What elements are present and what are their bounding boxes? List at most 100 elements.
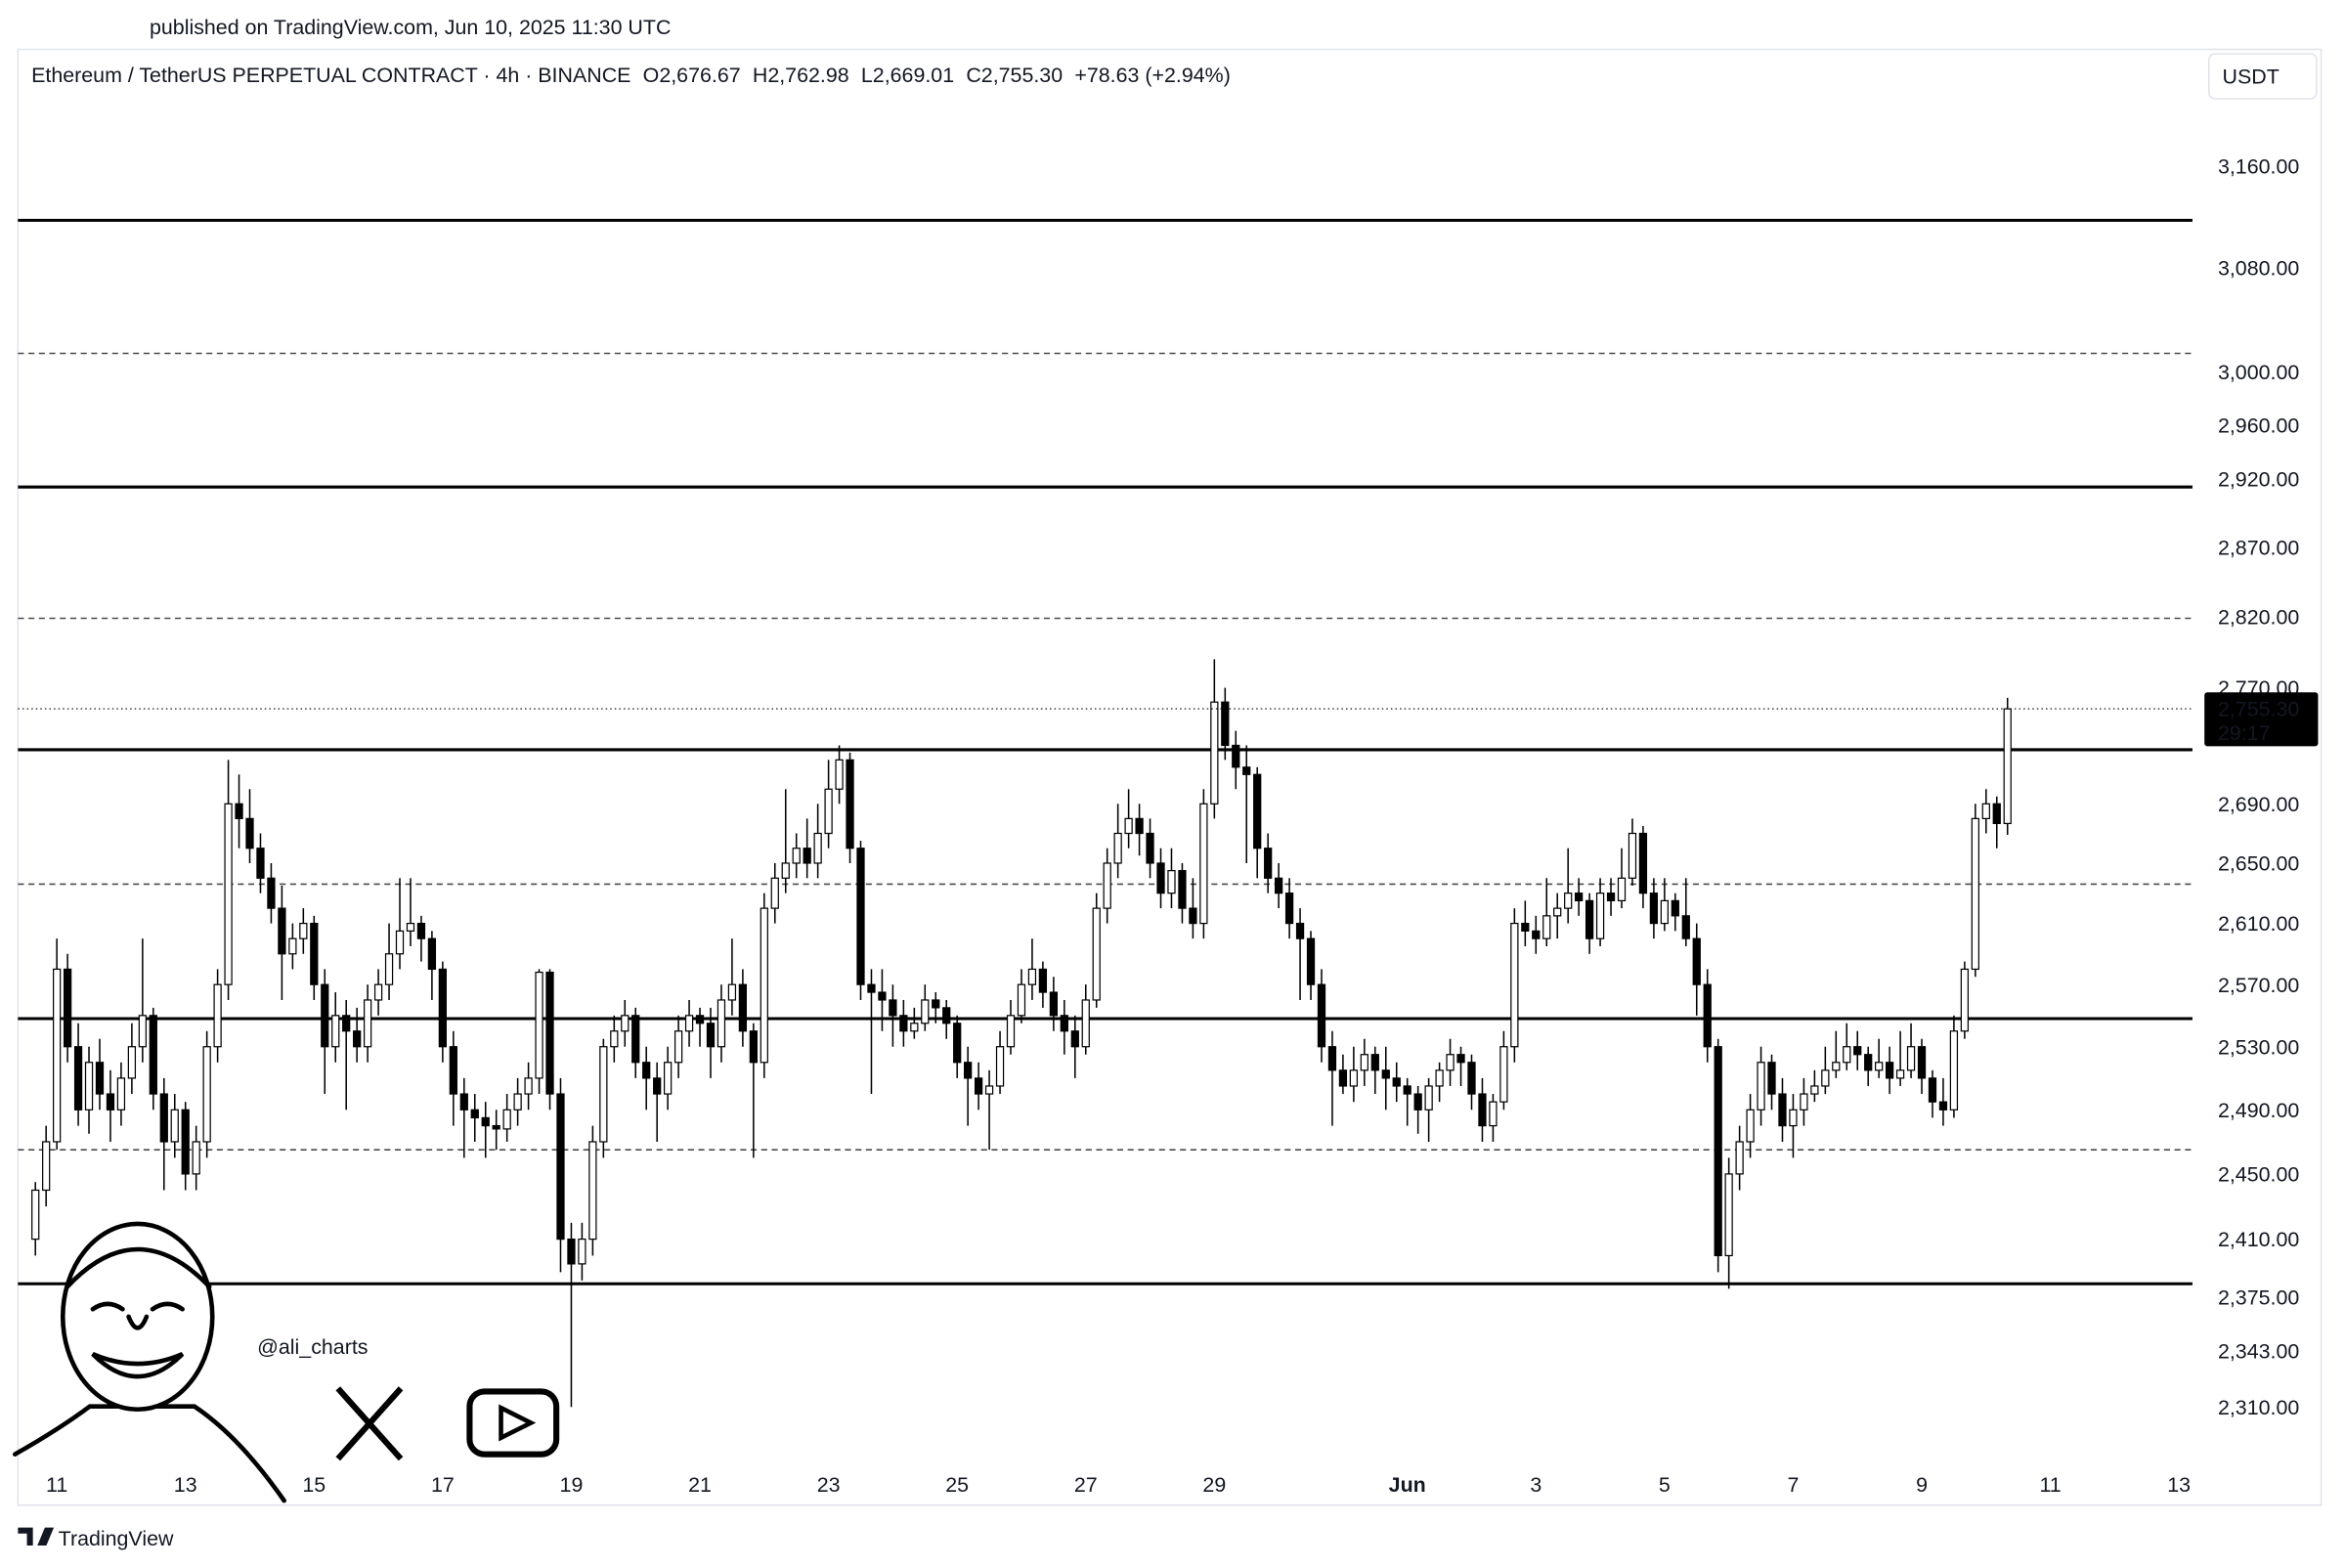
candle-body bbox=[792, 848, 801, 864]
currency-button[interactable] bbox=[2208, 53, 2318, 100]
candle-body bbox=[470, 1109, 479, 1119]
candle-body bbox=[1917, 1046, 1927, 1079]
candle-body bbox=[803, 848, 811, 864]
candle-body bbox=[438, 968, 448, 1048]
candle-body bbox=[684, 1015, 694, 1032]
x-tick-label: 25 bbox=[945, 1473, 969, 1497]
candle-body bbox=[1938, 1101, 1948, 1111]
candle-body bbox=[673, 1030, 683, 1064]
chart-header: Ethereum / TetherUS PERPETUAL CONTRACT ·… bbox=[31, 64, 1231, 87]
candle-body bbox=[427, 937, 437, 971]
y-tick-label: 2,960.00 bbox=[2218, 414, 2299, 437]
candle-body bbox=[1595, 893, 1605, 939]
candle-body bbox=[1167, 870, 1176, 894]
candle-body bbox=[245, 817, 254, 849]
candle-body bbox=[738, 983, 748, 1032]
candle-body bbox=[631, 1015, 640, 1064]
candle-body bbox=[384, 953, 394, 985]
y-tick-label: 2,650.00 bbox=[2218, 852, 2299, 876]
candle-body bbox=[760, 907, 768, 1064]
candle-body bbox=[127, 1046, 137, 1079]
candle-body bbox=[727, 983, 737, 1001]
candle-body bbox=[416, 922, 426, 939]
candle-body bbox=[974, 1077, 983, 1095]
candle-body bbox=[621, 1015, 630, 1032]
ohlc-low: L2,669.01 bbox=[861, 64, 954, 87]
candle-body bbox=[706, 1023, 716, 1048]
candle-body bbox=[1714, 1046, 1722, 1257]
candle-body bbox=[353, 1030, 362, 1048]
candle-body bbox=[116, 1077, 126, 1111]
candle-body bbox=[1349, 1069, 1359, 1087]
candle-body bbox=[1735, 1141, 1744, 1175]
plot-area: 3,160.00 3,080.00 3,000.00 2,960.00 2,920.00… bbox=[18, 154, 2299, 1497]
candle-body bbox=[406, 922, 415, 932]
candle-body bbox=[1070, 1030, 1079, 1048]
candle-body bbox=[1392, 1077, 1401, 1087]
candle-body bbox=[1895, 1069, 1905, 1079]
candle-body bbox=[1435, 1069, 1444, 1087]
brand-logo bbox=[18, 1527, 55, 1546]
y-tick-label: 2,870.00 bbox=[2218, 536, 2299, 559]
candle-body bbox=[502, 1109, 511, 1130]
candle-body bbox=[331, 1015, 340, 1048]
x-tick-label: 13 bbox=[2167, 1473, 2191, 1497]
watermark-handle: @ali_charts bbox=[257, 1335, 368, 1359]
candle-body bbox=[73, 1046, 83, 1111]
y-tick-label: 2,490.00 bbox=[2218, 1099, 2299, 1122]
candle-body bbox=[170, 1109, 179, 1143]
candle-body bbox=[878, 991, 887, 1001]
candle-body bbox=[310, 922, 319, 985]
candle-body bbox=[1767, 1062, 1776, 1095]
chart-frame bbox=[17, 48, 2323, 1506]
x-tick-label: 23 bbox=[817, 1473, 841, 1497]
candle-body bbox=[1660, 899, 1669, 925]
brand-name: TradingView bbox=[59, 1527, 174, 1550]
currency-label[interactable]: USDT bbox=[2223, 65, 2280, 89]
candle-body bbox=[1671, 899, 1679, 917]
candle-body bbox=[256, 848, 265, 879]
x-tick-label: 7 bbox=[1787, 1473, 1799, 1497]
candle-body bbox=[1156, 862, 1165, 894]
x-tick-label: 15 bbox=[302, 1473, 326, 1497]
last-price-box bbox=[2204, 692, 2319, 747]
candle-body bbox=[106, 1093, 115, 1111]
candle-body bbox=[1681, 915, 1690, 939]
x-tick-label: 13 bbox=[174, 1473, 197, 1497]
candle-body bbox=[1821, 1069, 1830, 1087]
candle-body bbox=[921, 999, 930, 1024]
y-tick-label: 2,920.00 bbox=[2218, 468, 2299, 492]
candle-body bbox=[867, 983, 876, 993]
candle-body bbox=[835, 759, 844, 790]
candle-body bbox=[1617, 877, 1627, 901]
candle-body bbox=[610, 1030, 619, 1048]
candle-body bbox=[1746, 1109, 1755, 1143]
candle-body bbox=[695, 1015, 705, 1024]
candle-body bbox=[1317, 983, 1326, 1048]
candle-body bbox=[181, 1109, 190, 1175]
candle-body bbox=[1606, 893, 1616, 901]
x-tick-label: 29 bbox=[1202, 1473, 1226, 1497]
countdown-label: 29:17 bbox=[2218, 721, 2271, 745]
candle-body bbox=[1575, 893, 1584, 901]
candle-body bbox=[1906, 1046, 1916, 1071]
x-tick-label: 5 bbox=[1659, 1473, 1671, 1497]
candle-body bbox=[1832, 1062, 1841, 1071]
candle-body bbox=[1038, 968, 1048, 993]
candle-body bbox=[535, 971, 543, 1079]
x-tick-label: 19 bbox=[560, 1473, 584, 1497]
candle-body bbox=[1274, 877, 1283, 894]
candle-body bbox=[138, 1015, 147, 1048]
candle-body bbox=[1875, 1062, 1884, 1071]
ohlc-close: C2,755.30 bbox=[966, 64, 1063, 87]
x-tick-label: 3 bbox=[1530, 1473, 1542, 1497]
candle-body bbox=[53, 968, 62, 1143]
candle-body bbox=[1778, 1093, 1787, 1127]
candle-body bbox=[459, 1093, 468, 1111]
candle-body bbox=[1553, 907, 1562, 917]
last-price-label: 2,755.30 bbox=[2218, 698, 2299, 721]
candle-body bbox=[717, 999, 726, 1048]
